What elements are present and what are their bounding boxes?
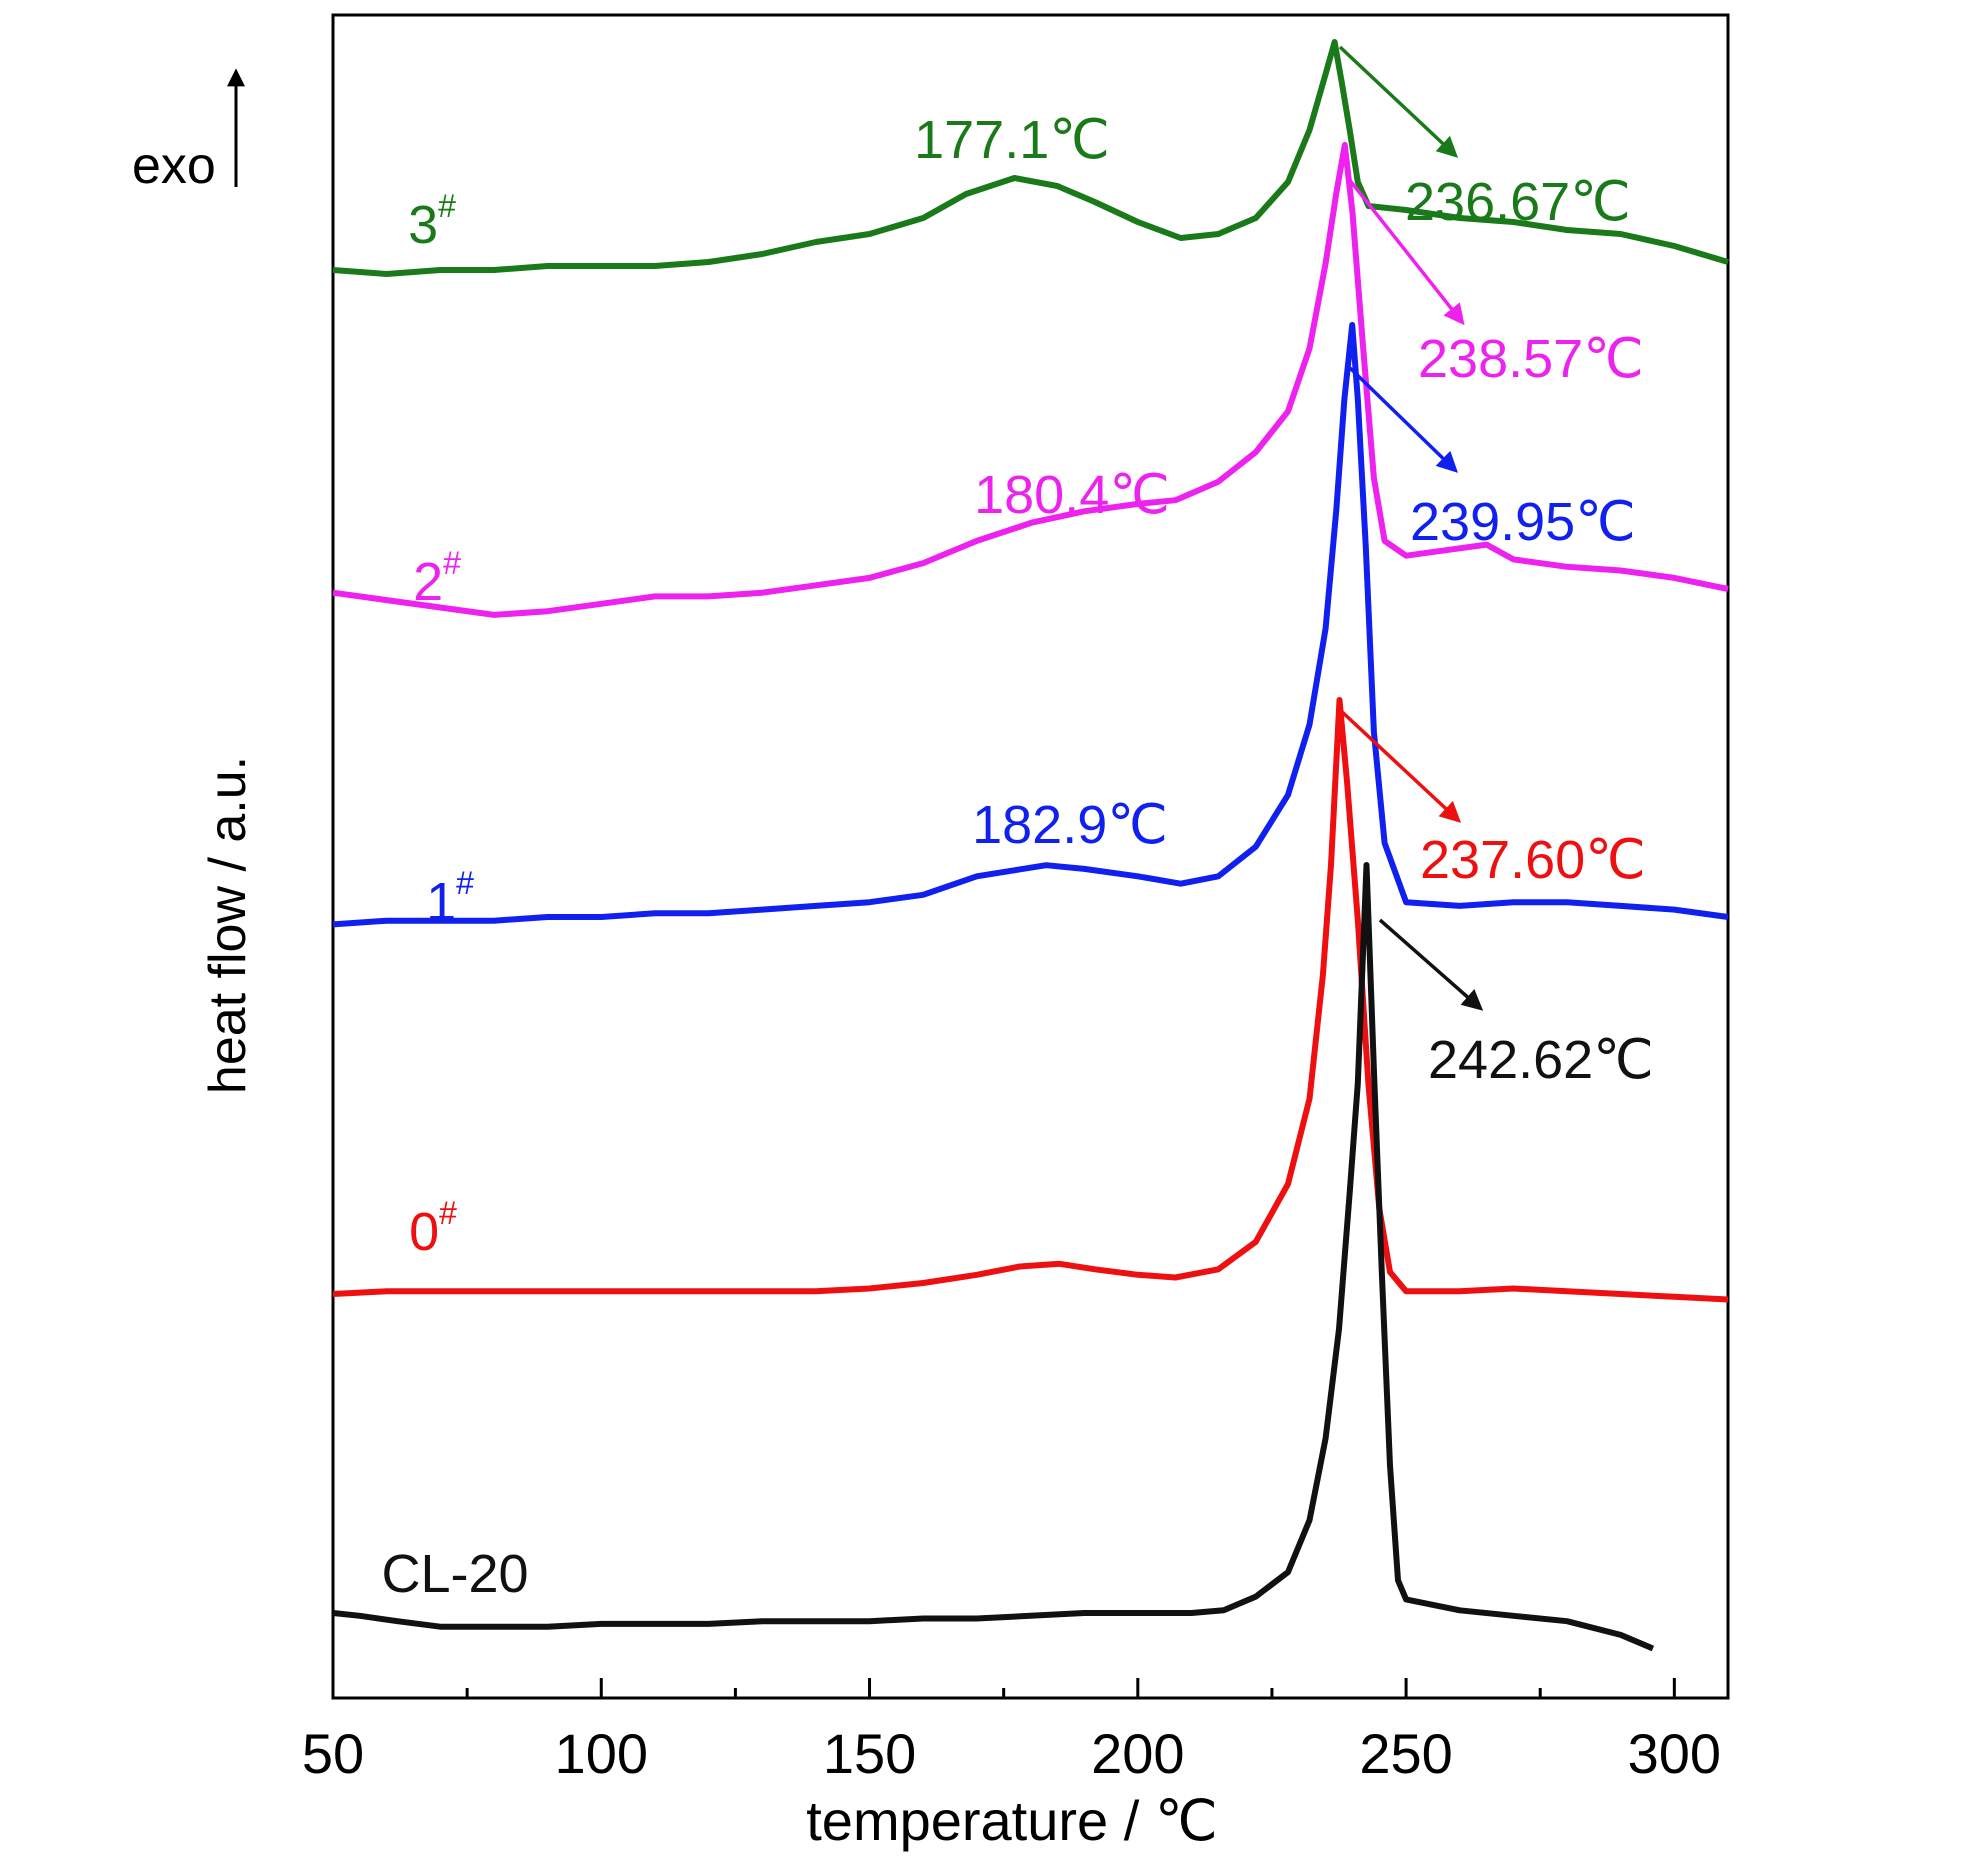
- y-axis-title: heat flow / a.u.: [199, 756, 257, 1094]
- peak-label: 242.62℃: [1428, 1030, 1654, 1090]
- plot-border: [331, 13, 1730, 1700]
- x-tick-label: 250: [1359, 1722, 1452, 1785]
- series-label-3: 3#: [408, 188, 456, 255]
- series-label-2: 2#: [413, 545, 461, 612]
- x-tick-label: 200: [1091, 1722, 1184, 1785]
- series-label-0: 0#: [409, 1195, 457, 1262]
- peak-arrow: [1348, 366, 1459, 473]
- x-tick-label: 100: [555, 1722, 648, 1785]
- peak-label: 239.95℃: [1410, 492, 1636, 552]
- series-label-cl-20: CL-20: [381, 1544, 528, 1604]
- x-axis: 50 100 150 200 250 300: [302, 1678, 1721, 1785]
- series-layer: [332, 39, 1729, 1652]
- peak-arrow: [1346, 176, 1465, 326]
- x-axis-title: temperature / ℃: [806, 1789, 1218, 1852]
- peak-arrow: [1338, 708, 1462, 823]
- peak-arrow: [1378, 918, 1484, 1011]
- series-line-2: [332, 142, 1729, 618]
- peak-arrow: [1338, 45, 1459, 158]
- series-line-3: [332, 39, 1729, 277]
- series-line-cl-20: [332, 862, 1655, 1652]
- plot-frame: [331, 13, 1730, 1700]
- exo-indicator: exo: [132, 68, 245, 195]
- peak-label: 236.67℃: [1405, 172, 1631, 232]
- x-tick-label: 50: [302, 1722, 364, 1785]
- peak-label: 238.57℃: [1418, 329, 1644, 389]
- series-line-0: [332, 697, 1729, 1303]
- peak-label: 237.60℃: [1420, 830, 1646, 890]
- series-line-1: [332, 322, 1729, 928]
- exo-label: exo: [132, 137, 216, 195]
- peak-label: 182.9℃: [972, 795, 1168, 855]
- x-tick-label: 150: [823, 1722, 916, 1785]
- x-tick-label: 300: [1628, 1722, 1721, 1785]
- series-label-1: 1#: [426, 865, 474, 932]
- peak-label: 177.1℃: [914, 110, 1110, 170]
- peak-label: 180.4℃: [974, 465, 1170, 525]
- annotation-layer: 3# 177.1℃ 236.67℃ 2# 180.4℃ 238.57℃ 1# 182.9℃ 23…: [381, 45, 1654, 1604]
